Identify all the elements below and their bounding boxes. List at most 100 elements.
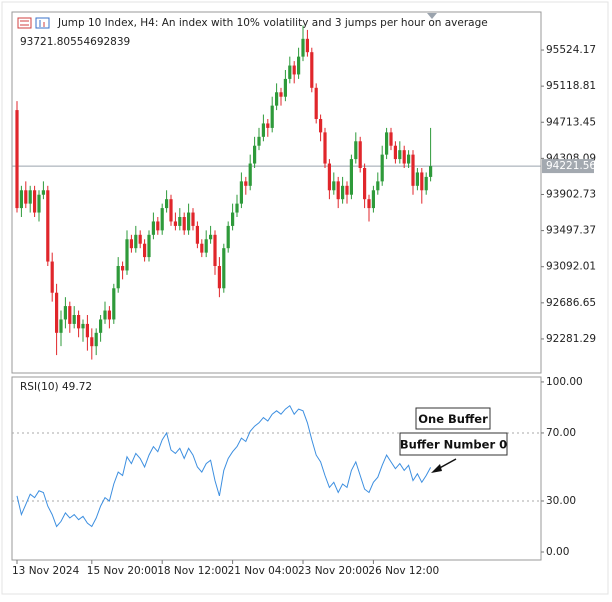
chart-subtitle: 93721.80554692839	[20, 36, 130, 48]
candle-body	[217, 266, 221, 289]
candle-body	[283, 78, 287, 97]
candle-body	[398, 150, 402, 160]
candle-body	[363, 167, 367, 200]
candle-body	[116, 266, 120, 289]
candle-body	[209, 234, 213, 240]
candle-body	[169, 199, 173, 222]
candle-body	[292, 65, 296, 75]
x-tick-label: 23 Nov 20:00	[298, 565, 369, 577]
candle-body	[129, 239, 133, 249]
candle-body	[191, 212, 195, 226]
candle-body	[178, 217, 182, 226]
price-panel	[11, 11, 542, 374]
x-tick-label: 13 Nov 2024	[12, 565, 80, 577]
candle-body	[226, 225, 230, 249]
candle-body	[143, 243, 147, 258]
candle-body	[160, 208, 164, 231]
y-tick-label: 95118.81	[546, 80, 596, 92]
candle-body	[85, 323, 89, 338]
candle-body	[46, 190, 50, 262]
candle-body	[90, 337, 94, 347]
candle-body	[121, 266, 125, 271]
candle-body	[72, 315, 76, 324]
shift-marker	[427, 13, 437, 19]
candle-body	[134, 234, 138, 249]
candle-body	[244, 181, 248, 186]
candle-body	[301, 38, 305, 57]
candle-body	[270, 105, 274, 128]
candle-body	[19, 190, 23, 209]
candle-body	[231, 212, 235, 226]
candle-body	[327, 163, 331, 191]
candle-body	[173, 221, 177, 226]
annotation-text: Buffer Number 0	[400, 438, 507, 452]
candle-body	[371, 190, 375, 209]
candle-body	[15, 110, 19, 209]
candle-body	[319, 118, 323, 133]
y-tick-label: 92281.29	[546, 333, 596, 345]
arrow-head	[431, 464, 442, 473]
candle-body	[81, 323, 85, 329]
candle-body	[367, 199, 371, 209]
candle-body	[204, 239, 208, 253]
annotation-box	[415, 407, 491, 430]
candle-body	[310, 52, 314, 88]
candle-body	[358, 141, 362, 168]
candle-body	[200, 243, 204, 253]
candle-body	[275, 92, 279, 106]
candle-body	[248, 163, 252, 186]
y-tick-label: 30.00	[546, 495, 576, 507]
candle-body	[345, 185, 349, 195]
candle-body	[28, 190, 32, 204]
candle-body	[341, 185, 345, 200]
rsi-value: 49.72	[62, 381, 92, 393]
header-icons	[17, 17, 50, 29]
x-tick-label: 15 Nov 20:00	[87, 565, 158, 577]
candle-body	[393, 145, 397, 160]
candle-body	[279, 92, 283, 97]
candle-body	[99, 319, 103, 333]
candle-body	[187, 212, 191, 231]
y-tick-label: 100.00	[546, 376, 583, 388]
candle-body	[156, 221, 160, 231]
candle-body	[332, 181, 336, 191]
candle-body	[77, 315, 81, 329]
candle-body	[376, 181, 380, 191]
candle-body	[68, 306, 72, 324]
candle-body	[407, 154, 411, 164]
candle-body	[323, 132, 327, 164]
candle-body	[112, 288, 116, 320]
rsi-panel	[11, 376, 542, 561]
candle-body	[41, 190, 45, 195]
icon-menu	[17, 17, 32, 29]
candle-body	[354, 141, 358, 160]
rsi-title: RSI(10)	[20, 381, 59, 393]
candle-body	[33, 190, 37, 213]
candle-body	[125, 239, 129, 271]
candle-body	[103, 310, 107, 320]
candle-body	[55, 292, 59, 333]
candle-body	[63, 306, 67, 320]
candle-body	[239, 181, 243, 204]
y-tick-label: 95524.17	[546, 44, 596, 56]
icon-chart	[35, 17, 50, 29]
y-tick-label: 70.00	[546, 427, 576, 439]
annotation-box	[399, 432, 508, 456]
candle-body	[385, 132, 389, 155]
candle-body	[288, 65, 292, 79]
candle-body	[147, 234, 151, 258]
last-price-label: 94221.56	[546, 160, 596, 172]
y-tick-label: 92686.65	[546, 297, 596, 309]
candle-body	[336, 181, 340, 200]
candle-body	[402, 150, 406, 164]
x-tick-label: 21 Nov 04:00	[228, 565, 299, 577]
chart-title: Jump 10 Index, H4: An index with 10% vol…	[57, 17, 488, 29]
candle-body	[253, 145, 257, 164]
annotation-arrow	[431, 458, 457, 473]
x-tick-label: 18 Nov 12:00	[157, 565, 228, 577]
candle-body	[305, 38, 309, 53]
candle-body	[266, 123, 270, 128]
candle-body	[165, 199, 169, 209]
candle-body	[389, 132, 393, 146]
x-tick-label: 26 Nov 12:00	[368, 565, 439, 577]
